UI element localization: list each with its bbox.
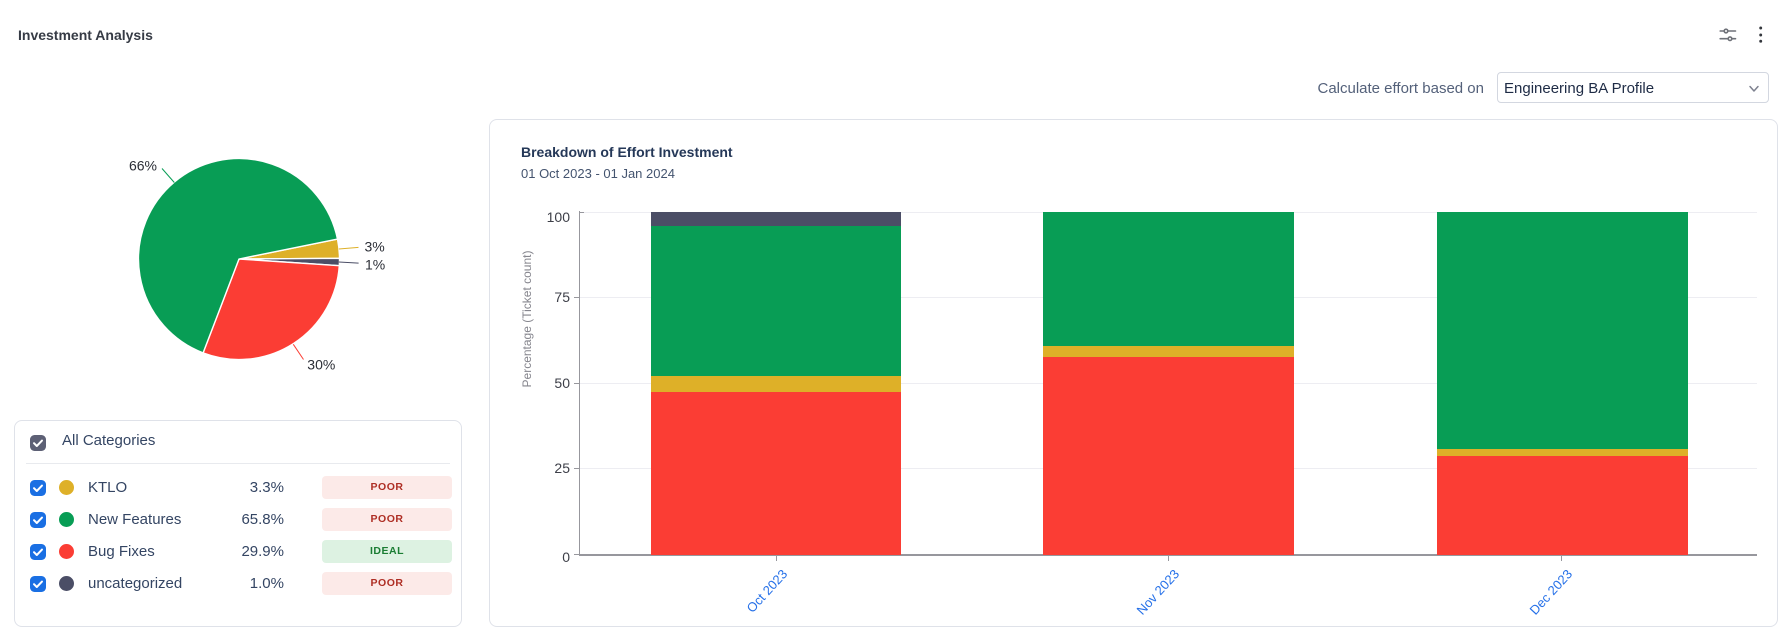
svg-text:30%: 30%: [307, 356, 335, 372]
svg-text:66%: 66%: [129, 157, 157, 173]
svg-text:3%: 3%: [365, 239, 385, 255]
svg-text:1%: 1%: [365, 257, 385, 273]
